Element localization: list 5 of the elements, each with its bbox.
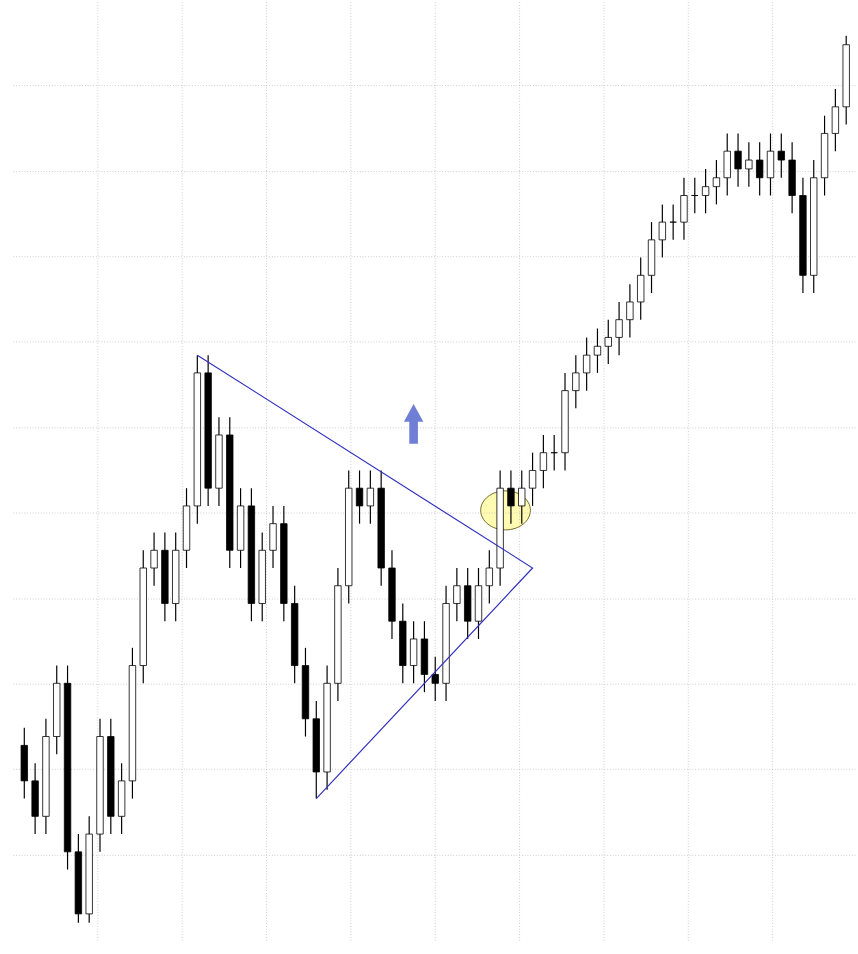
candlestick (659, 203, 667, 259)
candlestick (540, 434, 548, 489)
candlestick (702, 168, 710, 214)
candlestick (669, 203, 678, 241)
candlestick (680, 177, 688, 241)
